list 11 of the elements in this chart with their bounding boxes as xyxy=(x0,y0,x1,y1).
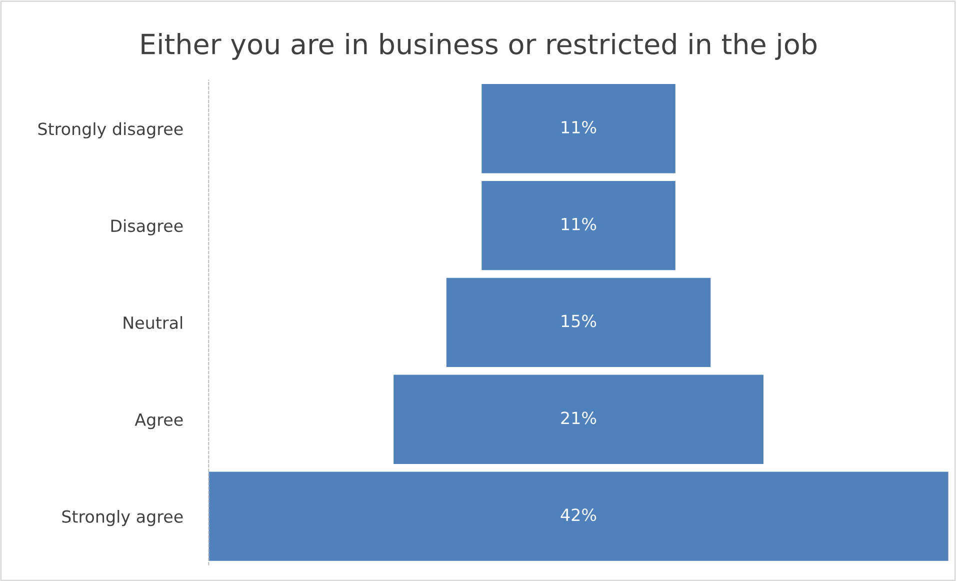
category-label: Neutral xyxy=(124,316,182,330)
category-label: Agree xyxy=(134,414,183,430)
category-label: Strongly disagree xyxy=(38,122,183,138)
data-label: 21% xyxy=(561,412,596,424)
category-label: Disagree xyxy=(111,219,183,236)
data-label: 15% xyxy=(562,314,596,328)
text: Either you are in business or restricted in the job xyxy=(142,33,816,60)
data-label: 11% xyxy=(562,218,596,230)
data-label: 42% xyxy=(560,508,596,522)
category-label: Strongly agree xyxy=(62,510,183,526)
data-label: 11% xyxy=(562,120,596,134)
